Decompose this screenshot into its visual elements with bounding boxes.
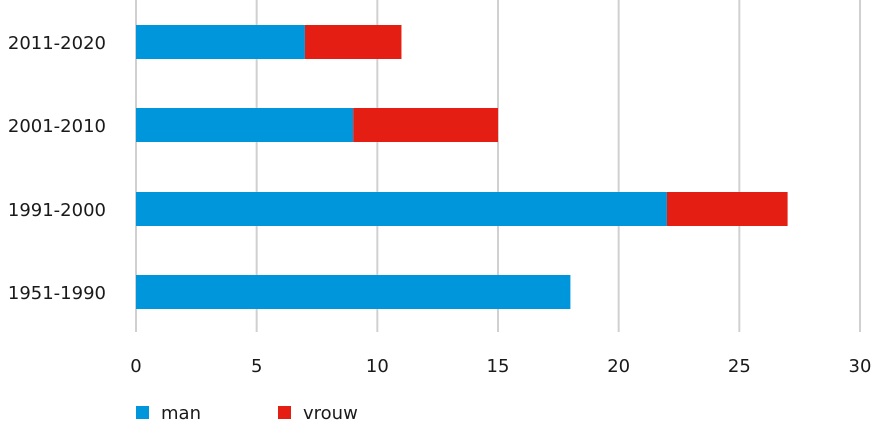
x-tick-label: 5 (251, 356, 262, 377)
x-tick-label: 30 (849, 356, 872, 377)
bar-man (136, 108, 354, 142)
x-tick-label: 20 (607, 356, 630, 377)
x-tick-label: 15 (487, 356, 510, 377)
y-category-label: 1951-1990 (8, 283, 106, 304)
bar-man (136, 275, 571, 309)
legend-label-vrouw: vrouw (303, 403, 358, 421)
bar-vrouw (353, 108, 498, 142)
legend-label-man: man (161, 403, 201, 421)
y-category-label: 1991-2000 (8, 200, 106, 221)
bar-man (136, 25, 305, 59)
y-category-label: 2001-2010 (8, 116, 106, 137)
y-category-label: 2011-2020 (8, 33, 106, 54)
x-tick-label: 0 (130, 356, 141, 377)
bar-man (136, 192, 667, 226)
bar-vrouw (304, 25, 402, 59)
legend-swatch-man (136, 406, 149, 419)
legend-swatch-vrouw (278, 406, 291, 419)
x-tick-label: 25 (728, 356, 751, 377)
x-tick-label: 10 (366, 356, 389, 377)
bar-vrouw (666, 192, 788, 226)
